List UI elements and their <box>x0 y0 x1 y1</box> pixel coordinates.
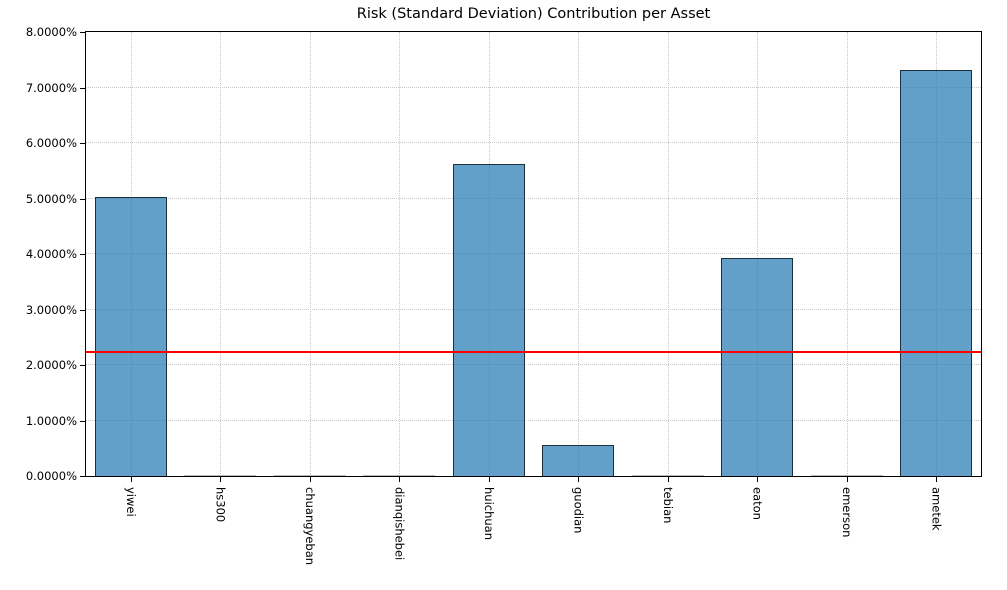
y-tick-mark <box>80 198 85 200</box>
plot-area <box>85 31 982 477</box>
hgridline <box>86 253 981 254</box>
y-tick-mark <box>80 32 85 33</box>
bar-eaton <box>721 258 794 476</box>
bar-chuangyeban <box>273 475 346 476</box>
x-tick-mark <box>309 477 311 482</box>
vgridline <box>399 32 401 476</box>
bar-guodian <box>542 445 615 476</box>
x-tick-label-yiwei: yiwei <box>123 487 138 517</box>
y-tick-label: 2.0000% <box>25 358 77 372</box>
bar-huichuan <box>452 164 525 476</box>
vgridline <box>309 32 311 476</box>
x-tick-mark <box>399 477 401 482</box>
vgridline <box>578 32 580 476</box>
bar-ametek <box>900 69 973 476</box>
x-tick-mark <box>846 477 848 482</box>
vgridline <box>757 32 759 476</box>
x-tick-label-tebian: tebian <box>660 487 675 524</box>
y-tick-label: 3.0000% <box>25 302 77 317</box>
y-tick-label: 6.0000% <box>25 136 77 150</box>
x-tick-label-huichuan: huichuan <box>481 487 496 541</box>
chart-title: Risk (Standard Deviation) Contribution p… <box>356 6 711 22</box>
y-tick-mark <box>80 87 85 89</box>
y-tick-label: 5.0000% <box>25 191 77 206</box>
hgridline <box>86 419 981 421</box>
bar-yiwei <box>94 197 167 476</box>
y-tick-label: 0.0000% <box>25 469 77 483</box>
bar-dianqishebei <box>363 475 436 476</box>
x-tick-mark <box>936 477 938 482</box>
bar-tebian <box>631 475 704 476</box>
y-tick-mark <box>80 365 85 366</box>
mean-risk-line <box>86 350 981 353</box>
y-tick-mark <box>80 309 85 311</box>
hgridline <box>86 364 981 365</box>
x-tick-mark <box>578 477 580 482</box>
hgridline <box>86 308 981 310</box>
y-tick-label: 8.0000% <box>25 25 77 39</box>
x-tick-mark <box>220 477 222 482</box>
y-tick-mark <box>80 254 85 255</box>
y-tick-label: 1.0000% <box>25 413 77 428</box>
x-tick-label-hs300: hs300 <box>213 487 228 523</box>
x-tick-label-ametek: ametek <box>929 487 944 531</box>
x-tick-mark <box>488 477 490 482</box>
hgridline <box>86 197 981 199</box>
x-tick-mark <box>757 477 759 482</box>
x-tick-mark <box>130 477 132 482</box>
vgridline <box>667 32 669 476</box>
hgridline <box>86 86 981 88</box>
y-tick-label: 4.0000% <box>25 247 77 261</box>
y-tick-mark <box>80 476 85 477</box>
vgridline <box>846 32 848 476</box>
bar-emerson <box>810 475 883 476</box>
x-tick-label-dianqishebei: dianqishebei <box>392 487 407 561</box>
x-tick-mark <box>667 477 669 482</box>
x-tick-label-chuangyeban: chuangyeban <box>302 487 317 566</box>
y-tick-mark <box>80 420 85 422</box>
y-tick-label: 7.0000% <box>25 80 77 95</box>
y-tick-mark <box>80 143 85 144</box>
x-tick-label-eaton: eaton <box>750 487 765 520</box>
bar-hs300 <box>184 475 257 476</box>
x-tick-label-guodian: guodian <box>571 487 586 534</box>
vgridline <box>220 32 222 476</box>
hgridline <box>86 142 981 143</box>
x-tick-label-emerson: emerson <box>839 487 854 538</box>
